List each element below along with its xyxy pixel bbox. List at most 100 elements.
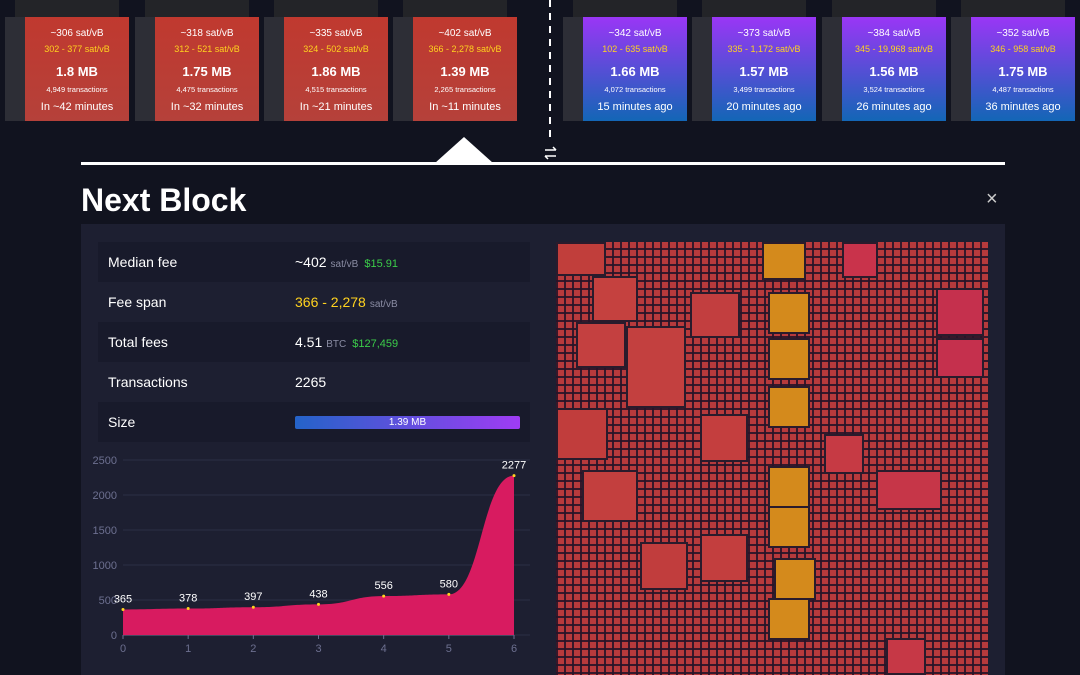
point bbox=[512, 474, 516, 478]
block-transactions: 3,499 transactions bbox=[733, 85, 795, 94]
block-time: 26 minutes ago bbox=[856, 101, 932, 113]
block-top bbox=[274, 0, 378, 17]
block-transactions: 3,524 transactions bbox=[863, 85, 925, 94]
block-transactions: 4,515 transactions bbox=[305, 85, 367, 94]
y-tick-label: 2000 bbox=[93, 490, 117, 502]
y-tick-label: 0 bbox=[111, 630, 117, 642]
block-side bbox=[5, 17, 25, 121]
data-label: 556 bbox=[374, 580, 392, 592]
block-transactions: 4,487 transactions bbox=[992, 85, 1054, 94]
detail-row: Total fees 4.51 BTC $127,459 bbox=[98, 322, 530, 362]
detail-row: Median fee ~402 sat/vB $15.91 bbox=[98, 242, 530, 282]
block-fee: ~384 sat/vB bbox=[867, 28, 921, 39]
fiat-value: $15.91 bbox=[364, 258, 398, 270]
data-label: 2277 bbox=[502, 460, 526, 472]
block-fee-range: 302 - 377 sat/vB bbox=[44, 44, 110, 54]
x-tick-label: 1 bbox=[185, 643, 191, 655]
detail-value: 4.51 BTC $127,459 bbox=[295, 334, 398, 350]
block-size: 1.66 MB bbox=[610, 64, 660, 79]
x-tick-label: 2 bbox=[250, 643, 256, 655]
fiat-value: $127,459 bbox=[352, 338, 399, 350]
block-fee: ~402 sat/vB bbox=[438, 28, 492, 39]
block-side bbox=[563, 17, 583, 121]
block-fee-range: 346 - 958 sat/vB bbox=[990, 44, 1056, 54]
block-transactions: 4,949 transactions bbox=[46, 85, 108, 94]
mempool-block: ~306 sat/vB 302 - 377 sat/vB 1.8 MB 4,949 t… bbox=[15, 0, 129, 121]
unit: BTC bbox=[326, 339, 347, 350]
block-top bbox=[145, 0, 249, 17]
point bbox=[317, 602, 320, 606]
detail-label: Size bbox=[108, 414, 136, 430]
point bbox=[186, 607, 190, 611]
data-label: 365 bbox=[114, 593, 132, 605]
block-top bbox=[702, 0, 806, 17]
data-label: 397 bbox=[244, 591, 262, 603]
block-fee-range: 335 - 1,172 sat/vB bbox=[727, 44, 801, 54]
block-transactions: 4,475 transactions bbox=[176, 85, 238, 94]
block-transactions: 2,265 transactions bbox=[434, 85, 496, 94]
block-fee: ~335 sat/vB bbox=[309, 28, 363, 39]
mined-block: ~384 sat/vB 345 - 19,968 sat/vB 1.56 MB 3,5… bbox=[832, 0, 946, 121]
block-size: 1.57 MB bbox=[739, 64, 789, 79]
block-time: In ~42 minutes bbox=[40, 101, 114, 113]
detail-row: Size 1.39 MB bbox=[98, 402, 530, 442]
block-fee: ~306 sat/vB bbox=[50, 28, 104, 39]
value: 2265 bbox=[295, 374, 327, 390]
block-fee: ~352 sat/vB bbox=[996, 28, 1050, 39]
mempool-block: ~402 sat/vB 366 - 2,278 sat/vB 1.39 MB 2,26… bbox=[403, 0, 517, 121]
y-tick-label: 500 bbox=[99, 595, 117, 607]
detail-label: Transactions bbox=[108, 374, 188, 390]
value: 366 - 2,278 bbox=[295, 294, 366, 310]
block-top bbox=[573, 0, 677, 17]
y-tick-label: 2500 bbox=[93, 455, 117, 467]
detail-row: Fee span 366 - 2,278 sat/vB bbox=[98, 282, 530, 322]
mined-block: ~373 sat/vB 335 - 1,172 sat/vB 1.57 MB 3,49… bbox=[702, 0, 816, 121]
block-side bbox=[822, 17, 842, 121]
block-fee: ~318 sat/vB bbox=[180, 28, 234, 39]
block-size: 1.8 MB bbox=[56, 64, 98, 79]
block-side bbox=[951, 17, 971, 121]
detail-label: Total fees bbox=[108, 334, 168, 350]
point bbox=[447, 592, 451, 596]
x-tick-label: 6 bbox=[511, 643, 517, 655]
point bbox=[121, 607, 125, 611]
block-time: In ~32 minutes bbox=[170, 101, 244, 113]
y-tick-label: 1000 bbox=[93, 560, 117, 572]
data-label: 378 bbox=[179, 593, 197, 605]
block-fee-range: 366 - 2,278 sat/vB bbox=[428, 44, 502, 54]
block-side bbox=[264, 17, 284, 121]
block-size: 1.39 MB bbox=[440, 64, 490, 79]
block-size: 1.75 MB bbox=[182, 64, 232, 79]
unit: sat/vB bbox=[369, 299, 398, 310]
block-top bbox=[832, 0, 936, 17]
block-side bbox=[135, 17, 155, 121]
size-bar: 1.39 MB bbox=[295, 416, 520, 429]
block-time: 36 minutes ago bbox=[985, 101, 1061, 113]
detail-label: Median fee bbox=[108, 254, 178, 270]
block-top bbox=[403, 0, 507, 17]
data-label: 438 bbox=[309, 588, 327, 600]
block-fee: ~373 sat/vB bbox=[737, 28, 791, 39]
value: ~402 bbox=[295, 254, 327, 270]
mined-block: ~352 sat/vB 346 - 958 sat/vB 1.75 MB 4,487 … bbox=[961, 0, 1075, 121]
point bbox=[382, 594, 386, 598]
block-top bbox=[961, 0, 1065, 17]
block-time: 20 minutes ago bbox=[726, 101, 802, 113]
close-button[interactable]: × bbox=[986, 188, 998, 210]
x-tick-label: 3 bbox=[315, 643, 321, 655]
block-size: 1.75 MB bbox=[998, 64, 1048, 79]
block-fee-range: 324 - 502 sat/vB bbox=[303, 44, 369, 54]
detail-value: 2265 bbox=[295, 374, 326, 390]
detail-row: Transactions 2265 bbox=[98, 362, 530, 402]
block-fee-range: 312 - 521 sat/vB bbox=[174, 44, 240, 54]
area bbox=[123, 475, 514, 635]
detail-label: Fee span bbox=[108, 294, 167, 310]
block-time: In ~21 minutes bbox=[299, 101, 373, 113]
block-size: 1.56 MB bbox=[869, 64, 919, 79]
x-tick-label: 5 bbox=[446, 643, 452, 655]
block-side bbox=[692, 17, 712, 121]
block-fee-range: 102 - 635 sat/vB bbox=[602, 44, 668, 54]
block-transactions: 4,072 transactions bbox=[604, 85, 666, 94]
unit: sat/vB bbox=[330, 259, 359, 270]
